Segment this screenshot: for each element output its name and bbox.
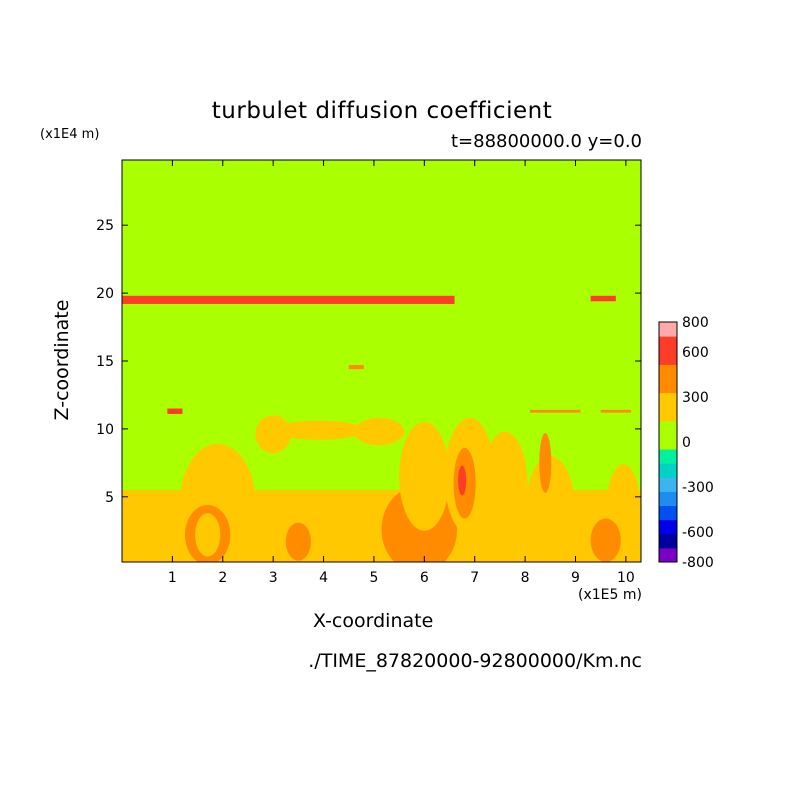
x-tick-label: 3 — [269, 570, 278, 586]
field-band — [590, 295, 616, 302]
field-blob — [482, 431, 528, 541]
x-tick-label: 9 — [571, 570, 580, 586]
source-file-label: ./TIME_87820000-92800000/Km.nc — [308, 650, 642, 672]
colorbar-label: -600 — [682, 525, 714, 541]
colorbar-label: -800 — [682, 555, 714, 571]
field-band — [348, 365, 364, 370]
x-tick-label: 4 — [319, 570, 328, 586]
contour-field — [122, 160, 641, 562]
colorbar-swatch — [659, 364, 677, 379]
field-blob — [318, 534, 379, 562]
x-tick-label: 8 — [521, 570, 530, 586]
colorbar-label: 800 — [682, 315, 709, 331]
colorbar-label: 300 — [682, 390, 709, 406]
colorbar-swatch — [659, 406, 677, 422]
x-axis-ticks: 1 2 3 4 5 6 7 8 9 10 — [168, 160, 635, 586]
colorbar-swatch — [659, 491, 677, 507]
y-axis-unit: (x1E4 m) — [40, 127, 100, 142]
field-blob — [458, 465, 467, 496]
colorbar-swatch — [659, 378, 677, 394]
field-blob — [285, 522, 311, 561]
colorbar-swatch — [659, 434, 677, 450]
field-blob — [353, 418, 405, 446]
y-tick-label: 10 — [96, 422, 114, 438]
field-blob — [539, 432, 552, 493]
field-blob — [195, 513, 221, 557]
x-tick-label: 7 — [470, 570, 479, 586]
field-band — [122, 295, 455, 304]
colorbar-frame — [658, 321, 678, 563]
colorbar-swatch — [659, 505, 677, 521]
field-blob — [237, 526, 299, 560]
y-axis-ticks: 5 10 15 20 25 — [96, 218, 641, 506]
field-band — [530, 409, 581, 413]
colorbar-label: -300 — [682, 480, 714, 496]
y-tick-label: 25 — [96, 218, 114, 234]
x-axis-label: X-coordinate — [313, 610, 434, 632]
colorbar-swatch — [659, 463, 677, 478]
colorbar-swatch — [659, 420, 677, 436]
colorbar-swatch — [659, 477, 677, 492]
chart-subtitle: t=88800000.0 y=0.0 — [450, 131, 642, 152]
colorbar-swatch — [659, 350, 677, 365]
colorbar: -800 -600 -300 0 300 600 800 — [658, 315, 714, 571]
x-tick-label: 6 — [420, 570, 429, 586]
x-tick-label: 1 — [168, 570, 177, 586]
colorbar-swatch — [659, 392, 677, 408]
y-tick-label: 20 — [96, 286, 114, 302]
y-tick-label: 5 — [105, 490, 114, 506]
field-band — [600, 409, 631, 413]
field-band — [167, 408, 183, 414]
field-blob — [590, 518, 621, 562]
colorbar-swatch — [659, 547, 677, 563]
colorbar-swatch — [659, 322, 677, 337]
colorbar-swatch — [659, 533, 677, 549]
y-tick-label: 15 — [96, 354, 114, 370]
colorbar-swatch — [659, 449, 677, 464]
colorbar-swatch — [659, 519, 677, 535]
x-axis-unit: (x1E5 m) — [578, 587, 642, 603]
field-blob — [273, 420, 364, 440]
colorbar-label: 0 — [682, 435, 691, 451]
y-axis-label: Z-coordinate — [51, 299, 73, 421]
chart-title: turbulet diffusion coefficient — [211, 98, 553, 124]
colorbar-label: 600 — [682, 345, 709, 361]
x-tick-label: 5 — [369, 570, 378, 586]
field-blob — [255, 415, 291, 454]
x-tick-label: 2 — [218, 570, 227, 586]
field-blob — [399, 422, 450, 531]
field-blob — [525, 456, 576, 562]
x-tick-label: 10 — [617, 570, 635, 586]
colorbar-swatch — [659, 336, 677, 351]
